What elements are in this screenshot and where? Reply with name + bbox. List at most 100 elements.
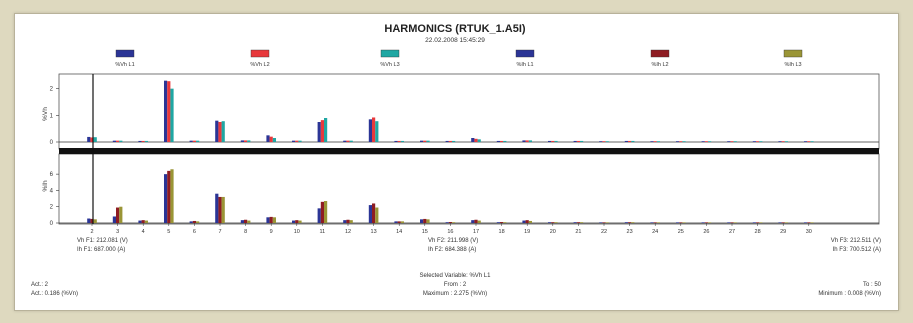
bar[interactable] xyxy=(503,222,507,223)
bar[interactable] xyxy=(116,140,120,142)
bar[interactable] xyxy=(119,206,123,223)
bar[interactable] xyxy=(394,221,398,223)
bar[interactable] xyxy=(676,141,680,142)
bar[interactable] xyxy=(292,220,296,223)
plot-splitter[interactable] xyxy=(59,148,879,154)
legend-item[interactable]: %Vh L3 xyxy=(380,49,400,68)
bar[interactable] xyxy=(452,222,456,223)
bar[interactable] xyxy=(708,222,712,223)
bar[interactable] xyxy=(810,141,814,142)
bar[interactable] xyxy=(343,220,347,223)
bar[interactable] xyxy=(218,122,222,142)
bar[interactable] xyxy=(733,141,737,142)
bar[interactable] xyxy=(266,135,270,142)
legend-item[interactable]: %Ih L1 xyxy=(515,49,535,68)
bar[interactable] xyxy=(605,222,609,223)
bar[interactable] xyxy=(215,193,219,223)
bar[interactable] xyxy=(272,217,276,223)
bar[interactable] xyxy=(269,216,273,223)
bar[interactable] xyxy=(189,221,193,223)
bar[interactable] xyxy=(679,141,683,142)
bar[interactable] xyxy=(141,140,145,142)
bar[interactable] xyxy=(423,218,427,223)
bar[interactable] xyxy=(631,140,635,142)
bar[interactable] xyxy=(346,219,350,223)
bar[interactable] xyxy=(701,141,705,142)
bar[interactable] xyxy=(215,120,219,142)
bar[interactable] xyxy=(496,222,500,223)
bar[interactable] xyxy=(804,141,808,142)
bar[interactable] xyxy=(730,141,734,142)
bar[interactable] xyxy=(368,205,372,223)
bar[interactable] xyxy=(244,140,248,142)
legend-item[interactable]: %Ih L3 xyxy=(783,49,803,68)
bar[interactable] xyxy=(196,221,200,223)
bar[interactable] xyxy=(548,222,552,223)
bar[interactable] xyxy=(324,118,328,142)
bar[interactable] xyxy=(525,140,529,142)
bar[interactable] xyxy=(733,222,737,223)
bar[interactable] xyxy=(452,140,456,142)
bar[interactable] xyxy=(292,140,296,142)
bar[interactable] xyxy=(752,141,756,142)
bar[interactable] xyxy=(324,201,328,223)
bar[interactable] xyxy=(317,122,321,142)
bar[interactable] xyxy=(167,81,171,142)
bar[interactable] xyxy=(576,140,580,142)
bar[interactable] xyxy=(624,140,628,142)
bar[interactable] xyxy=(704,141,708,142)
bar[interactable] xyxy=(218,196,222,223)
bar[interactable] xyxy=(528,140,532,142)
bar[interactable] xyxy=(144,220,148,223)
bar[interactable] xyxy=(500,222,504,223)
bar[interactable] xyxy=(240,140,244,142)
bar[interactable] xyxy=(653,222,657,223)
bar[interactable] xyxy=(656,141,660,142)
bar[interactable] xyxy=(784,222,788,223)
bar[interactable] xyxy=(93,219,97,223)
bar[interactable] xyxy=(781,222,785,223)
bar[interactable] xyxy=(112,140,116,142)
bar[interactable] xyxy=(503,140,507,142)
bar[interactable] xyxy=(423,140,427,142)
legend-item[interactable]: %Ih L2 xyxy=(650,49,670,68)
bar[interactable] xyxy=(599,222,603,223)
bar[interactable] xyxy=(272,138,276,142)
bar[interactable] xyxy=(138,220,142,223)
bar[interactable] xyxy=(320,120,324,142)
bar[interactable] xyxy=(170,88,174,142)
bar[interactable] xyxy=(112,216,116,223)
bar[interactable] xyxy=(682,222,686,223)
bar[interactable] xyxy=(679,222,683,223)
bar[interactable] xyxy=(807,141,811,142)
bar[interactable] xyxy=(727,141,731,142)
bar[interactable] xyxy=(298,220,302,223)
bar[interactable] xyxy=(221,196,225,223)
bar[interactable] xyxy=(426,140,430,142)
bar[interactable] xyxy=(87,136,91,142)
bar[interactable] xyxy=(141,220,145,223)
bar[interactable] xyxy=(192,140,196,142)
bar[interactable] xyxy=(759,141,763,142)
bar[interactable] xyxy=(266,217,270,223)
bar[interactable] xyxy=(756,222,760,223)
bar[interactable] xyxy=(778,222,782,223)
bar[interactable] xyxy=(628,222,632,223)
bar[interactable] xyxy=(349,220,353,223)
bar[interactable] xyxy=(631,222,635,223)
bar[interactable] xyxy=(90,137,94,142)
bar[interactable] xyxy=(317,208,321,223)
bar[interactable] xyxy=(397,140,401,142)
bar[interactable] xyxy=(164,174,168,223)
bar[interactable] xyxy=(196,140,200,142)
bar[interactable] xyxy=(368,119,372,142)
bar[interactable] xyxy=(221,121,225,142)
bar[interactable] xyxy=(701,222,705,223)
bar[interactable] xyxy=(240,220,244,223)
bar[interactable] xyxy=(653,141,657,142)
bar[interactable] xyxy=(93,137,97,142)
bar[interactable] xyxy=(580,222,584,223)
bar[interactable] xyxy=(116,207,120,223)
bar[interactable] xyxy=(420,140,424,142)
bar[interactable] xyxy=(445,222,449,223)
